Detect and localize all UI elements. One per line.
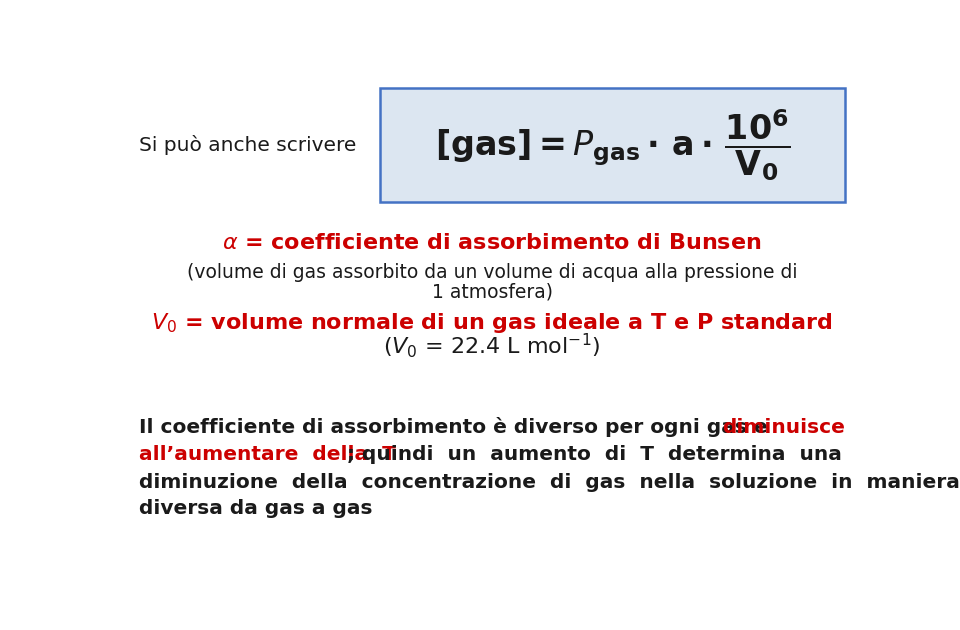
Text: all’aumentare  della  T: all’aumentare della T: [138, 445, 396, 464]
Text: (volume di gas assorbito da un volume di acqua alla pressione di: (volume di gas assorbito da un volume di…: [187, 263, 797, 282]
Text: diminuisce: diminuisce: [723, 418, 846, 437]
FancyBboxPatch shape: [380, 88, 846, 202]
Text: diminuzione  della  concentrazione  di  gas  nella  soluzione  in  maniera: diminuzione della concentrazione di gas …: [138, 472, 959, 491]
Text: 1 atmosfera): 1 atmosfera): [431, 283, 553, 302]
Text: ($V_0$ = 22.4 L mol$^{-1}$): ($V_0$ = 22.4 L mol$^{-1}$): [383, 331, 601, 360]
Text: diversa da gas a gas: diversa da gas a gas: [138, 499, 372, 518]
Text: Il coefficiente di assorbimento è diverso per ogni gas e: Il coefficiente di assorbimento è divers…: [138, 417, 774, 437]
Text: ; quindi  un  aumento  di  T  determina  una: ; quindi un aumento di T determina una: [347, 445, 842, 464]
Text: $\mathbf{[gas] = \mathit{P}_{gas} \cdot \, a \cdot \, \dfrac{10^6}{V_0}}$: $\mathbf{[gas] = \mathit{P}_{gas} \cdot …: [435, 108, 791, 183]
Text: $\alpha$ = coefficiente di assorbimento di Bunsen: $\alpha$ = coefficiente di assorbimento …: [223, 233, 761, 253]
Text: $V_0$ = volume normale di un gas ideale a T e P standard: $V_0$ = volume normale di un gas ideale …: [151, 311, 833, 335]
Text: Si può anche scrivere: Si può anche scrivere: [138, 135, 356, 155]
